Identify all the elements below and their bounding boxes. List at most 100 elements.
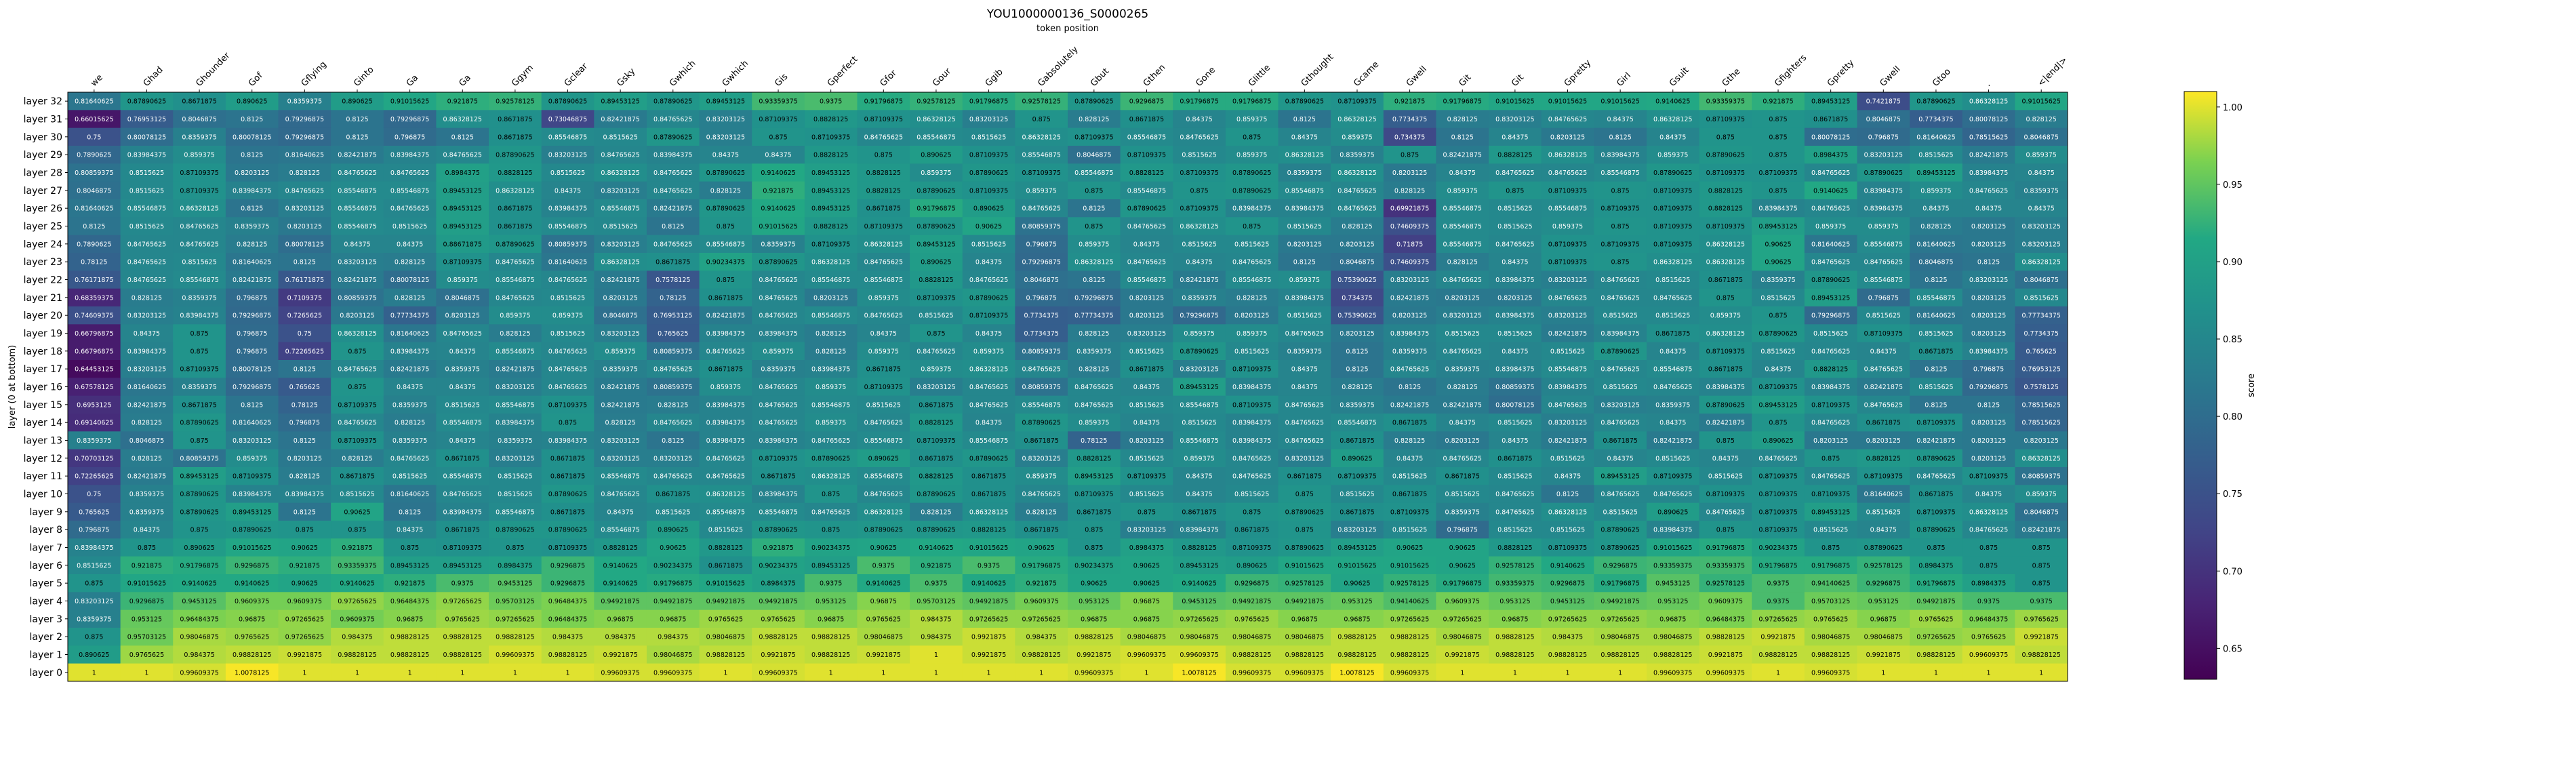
heatmap-cell	[1804, 574, 1857, 593]
cell-value-label: 1	[934, 651, 938, 659]
cell-value-label: 0.84765625	[653, 420, 692, 427]
x-tick-label: Gof	[247, 71, 265, 89]
heatmap-cell	[1752, 360, 1805, 378]
cell-value-label: 0.8125	[346, 116, 368, 123]
cell-value-label: 0.8828125	[1708, 205, 1743, 213]
cell-value-label: 0.66796875	[75, 348, 113, 355]
cell-value-label: 0.859375	[1657, 152, 1688, 159]
cell-value-label: 0.92578125	[1285, 580, 1324, 588]
heatmap-cell	[1489, 342, 1542, 361]
heatmap-cell	[646, 306, 700, 325]
cell-value-label: 0.84375	[1291, 134, 1318, 141]
heatmap-cell	[1489, 485, 1542, 504]
cell-value-label: 1	[302, 669, 306, 677]
cell-value-label: 0.87890625	[759, 527, 797, 534]
heatmap-cell	[489, 449, 542, 468]
heatmap-cell	[804, 592, 858, 611]
cell-value-label: 0.89453125	[180, 473, 218, 481]
heatmap-cell	[1225, 521, 1279, 539]
cell-value-label: 0.8671875	[971, 473, 1006, 481]
cell-value-label: 0.84765625	[653, 366, 692, 374]
cell-value-label: 0.8515625	[1603, 508, 1637, 516]
cell-value-label: 0.92578125	[1495, 562, 1534, 569]
heatmap-cell	[1436, 146, 1489, 164]
cell-value-label: 0.87109375	[811, 241, 850, 248]
heatmap-cell	[699, 146, 752, 164]
cell-value-label: 0.8125	[241, 152, 263, 159]
cell-value-label: 0.90625	[1344, 580, 1370, 588]
heatmap-cell	[1541, 467, 1594, 485]
heatmap-cell	[1699, 414, 1752, 432]
cell-value-label: 0.98046875	[706, 634, 745, 641]
heatmap-cell	[1068, 502, 1121, 521]
cell-value-label: 0.8671875	[550, 455, 585, 462]
heatmap-cell	[804, 538, 858, 557]
heatmap-cell	[1489, 217, 1542, 236]
cell-value-label: 0.87109375	[338, 401, 376, 409]
cell-value-label: 0.85546875	[811, 277, 850, 284]
cell-value-label: 0.84375	[975, 420, 1002, 427]
cell-value-label: 0.8046875	[1076, 152, 1111, 159]
cell-value-label: 0.99609375	[1811, 669, 1850, 677]
heatmap-cell	[383, 628, 437, 646]
heatmap-cell	[1120, 556, 1173, 575]
cell-value-label: 0.90234375	[1758, 544, 1797, 552]
heatmap-cell	[331, 449, 384, 468]
heatmap-cell	[2015, 360, 2068, 378]
heatmap-cell	[1962, 628, 2015, 646]
heatmap-cell	[1752, 414, 1805, 432]
heatmap-cell	[331, 199, 384, 218]
cell-value-label: 0.84765625	[1864, 401, 1903, 409]
heatmap-cell	[1225, 502, 1279, 521]
heatmap-cell	[1173, 199, 1226, 218]
heatmap-cell	[1699, 645, 1752, 664]
cell-value-label: 0.86328125	[864, 508, 903, 516]
heatmap-cell	[1278, 342, 1331, 361]
heatmap-cell	[1910, 288, 1963, 307]
cell-value-label: 0.87890625	[496, 241, 534, 248]
cell-value-label: 0.80078125	[127, 134, 166, 141]
cell-value-label: 0.734375	[1394, 134, 1425, 141]
heatmap-cell	[1383, 288, 1436, 307]
heatmap-cell	[68, 556, 121, 575]
heatmap-cell	[541, 342, 595, 361]
heatmap-cell	[1068, 253, 1121, 271]
heatmap-cell	[1857, 431, 1910, 450]
heatmap-cell	[120, 574, 174, 593]
cell-value-label: 0.8515625	[866, 401, 901, 409]
heatmap-cell	[804, 663, 858, 682]
cell-value-label: 0.890625	[79, 651, 109, 659]
heatmap-cell	[594, 163, 647, 182]
cell-value-label: 0.8125	[1293, 116, 1316, 123]
cell-value-label: 0.87890625	[706, 205, 745, 213]
cell-value-label: 0.86328125	[180, 205, 218, 213]
heatmap-cell	[541, 449, 595, 468]
cell-value-label: 0.84765625	[1811, 473, 1850, 481]
cell-value-label: 0.87109375	[1706, 116, 1745, 123]
heatmap-cell	[646, 414, 700, 432]
heatmap-cell	[752, 288, 805, 307]
heatmap-cell	[68, 609, 121, 628]
heatmap-cell	[857, 645, 910, 664]
heatmap-cell	[1752, 146, 1805, 164]
y-tick-label: layer 29	[24, 150, 62, 161]
cell-value-label: 0.84765625	[1495, 508, 1534, 516]
cell-value-label: 0.8203125	[813, 294, 848, 302]
heatmap-cell	[1646, 92, 1700, 111]
cell-value-label: 0.8359375	[393, 437, 427, 445]
cell-value-label: 0.9296875	[1603, 562, 1637, 569]
heatmap-cell	[910, 556, 963, 575]
cell-value-label: 0.84375	[870, 330, 897, 338]
cell-value-label: 0.859375	[1026, 473, 1057, 481]
cell-value-label: 0.9375	[2030, 598, 2053, 605]
heatmap-cell	[68, 395, 121, 414]
cell-value-label: 0.828125	[1920, 223, 1951, 230]
heatmap-cell	[1436, 378, 1489, 397]
heatmap-cell	[1752, 342, 1805, 361]
cell-value-label: 0.83984375	[706, 330, 745, 338]
cell-value-label: 0.98828125	[1337, 634, 1376, 641]
cell-value-label: 0.859375	[447, 277, 478, 284]
heatmap-cell	[383, 414, 437, 432]
cell-value-label: 0.8203125	[603, 294, 637, 302]
cell-value-label: 0.875	[1769, 313, 1787, 320]
